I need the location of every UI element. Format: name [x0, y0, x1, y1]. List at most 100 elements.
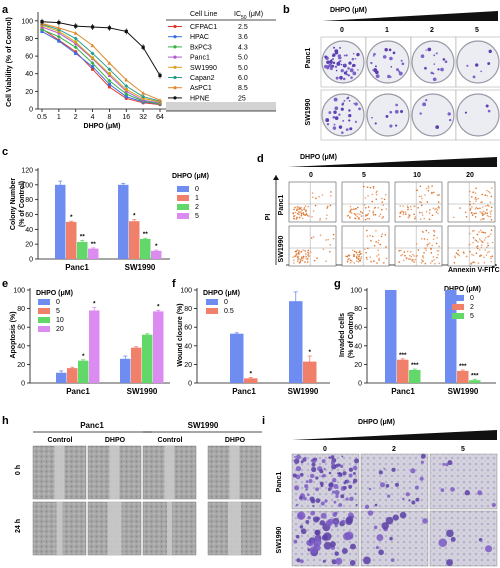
panel-f-significance-star: *: [308, 349, 311, 356]
colony-dot: [400, 59, 403, 62]
flow-event-dot: [358, 255, 360, 258]
colony-dot: [472, 75, 476, 79]
flow-event-dot: [318, 195, 320, 198]
panel-h-wound-healing: Panc1 SW1990 Control DHPO Control DHPO 0 h 2…: [15, 421, 262, 556]
panel-f-y-tick-label: 60: [184, 325, 192, 332]
flow-event-dot: [472, 254, 475, 257]
panel-g-bar-chart: Invaded cells (% of Control) DHPO (μM) 0…: [339, 286, 496, 396]
invasion-image: [429, 453, 498, 510]
flow-event-dot: [402, 211, 405, 213]
flow-event-dot: [481, 231, 483, 233]
flow-event-dot: [366, 258, 368, 261]
flow-event-dot: [357, 206, 359, 209]
flow-event-dot: [462, 251, 465, 254]
flow-event-dot: [474, 192, 477, 194]
colony-dot: [425, 49, 427, 51]
invaded-cell: [334, 490, 340, 496]
flow-event-dot: [364, 248, 366, 250]
flow-event-dot: [298, 253, 301, 255]
flow-event-dot: [437, 206, 439, 209]
flow-event-dot: [346, 255, 349, 258]
flow-event-dot: [483, 261, 486, 264]
table-cell-line-name: HPAC: [190, 34, 209, 41]
panel-e-y-tick-label: 60: [17, 325, 25, 332]
flow-event-dot: [476, 245, 479, 247]
flow-event-dot: [472, 241, 474, 244]
flow-event-dot: [302, 249, 304, 251]
colony-dot: [343, 54, 346, 57]
colony-dot: [382, 55, 387, 59]
panel-c-legend-title: DHPO (μM): [172, 173, 209, 180]
flow-event-dot: [367, 247, 369, 250]
invaded-cell: [314, 529, 320, 536]
invaded-cell: [333, 483, 339, 490]
ic50-table: Cell Line IC50 (μM) CFPAC1 2.5 HPAC 3.6 BxPC…: [166, 11, 276, 112]
flow-event-dot: [377, 242, 380, 244]
invaded-cell: [341, 519, 346, 524]
colony-plate: [456, 93, 500, 137]
invaded-cell: [378, 470, 383, 475]
invaded-cell: [305, 480, 309, 483]
flow-event-dot: [426, 243, 428, 246]
invaded-cell: [340, 464, 344, 468]
colony-dot: [370, 61, 373, 65]
flow-event-dot: [398, 249, 400, 252]
flow-event-dot: [352, 249, 354, 252]
flow-event-dot: [419, 211, 421, 214]
panel-c-bar: [55, 184, 66, 259]
panel-d-dose-label: 10: [413, 172, 421, 179]
flow-event-dot: [301, 256, 303, 258]
colony-dot: [332, 58, 335, 60]
table-legend-marker: [173, 65, 177, 69]
invaded-cell: [312, 458, 315, 461]
colony-dot: [487, 109, 491, 113]
panel-h-group-sw1990: SW1990: [188, 421, 219, 430]
panel-d-flow-cytometry: DHPO (μM) PI Annexin V-FITC 0 5 10 20 Panc1…: [265, 154, 500, 274]
flow-event-dot: [299, 260, 302, 262]
flow-event-dot: [371, 235, 374, 238]
panel-a-y-tick-label: 0: [29, 107, 33, 114]
colony-dot: [328, 111, 332, 114]
flow-event-dot: [304, 261, 306, 264]
flow-event-dot: [364, 218, 367, 221]
flow-event-dot: [490, 206, 493, 209]
panel-c-legend-label: 2: [195, 204, 199, 211]
flow-event-dot: [402, 205, 404, 207]
flow-event-dot: [490, 195, 493, 198]
colony-dot: [335, 69, 338, 72]
flow-event-dot: [353, 253, 355, 256]
panel-a-data-point: [90, 67, 95, 71]
flow-event-dot: [307, 251, 310, 254]
panel-a-y-tick-label: 40: [25, 71, 33, 78]
flow-event-dot: [398, 261, 400, 263]
flow-event-dot: [407, 208, 410, 211]
flow-event-dot: [432, 256, 435, 258]
flow-event-dot: [469, 203, 471, 206]
flow-event-dot: [306, 258, 309, 261]
flow-event-dot: [402, 213, 405, 216]
invaded-cell: [350, 543, 356, 550]
flow-event-dot: [377, 249, 379, 252]
flow-event-dot: [417, 249, 420, 251]
flow-event-dot: [305, 253, 307, 255]
colony-dot: [339, 75, 343, 80]
invaded-cell: [447, 460, 453, 466]
flow-event-dot: [405, 213, 407, 216]
invaded-cell: [408, 499, 411, 502]
panel-c-significance-star: *: [133, 213, 136, 220]
flow-event-dot: [407, 216, 410, 219]
invaded-cell: [299, 472, 304, 477]
invaded-cell: [379, 482, 386, 488]
invaded-cell: [333, 520, 338, 524]
panel-c-y-tick-label: 120: [21, 168, 33, 175]
invaded-cell: [414, 485, 419, 490]
panel-c-legend-label: 5: [195, 213, 199, 220]
panel-a-data-point: [90, 61, 95, 66]
flow-event-dot: [423, 251, 425, 254]
flow-event-dot: [477, 262, 480, 264]
table-cell-line-name: Panc1: [190, 55, 210, 62]
flow-event-dot: [485, 254, 488, 256]
panel-a-x-tick-label: 32: [139, 114, 147, 121]
flow-event-dot: [298, 211, 301, 213]
flow-event-dot: [404, 211, 407, 213]
